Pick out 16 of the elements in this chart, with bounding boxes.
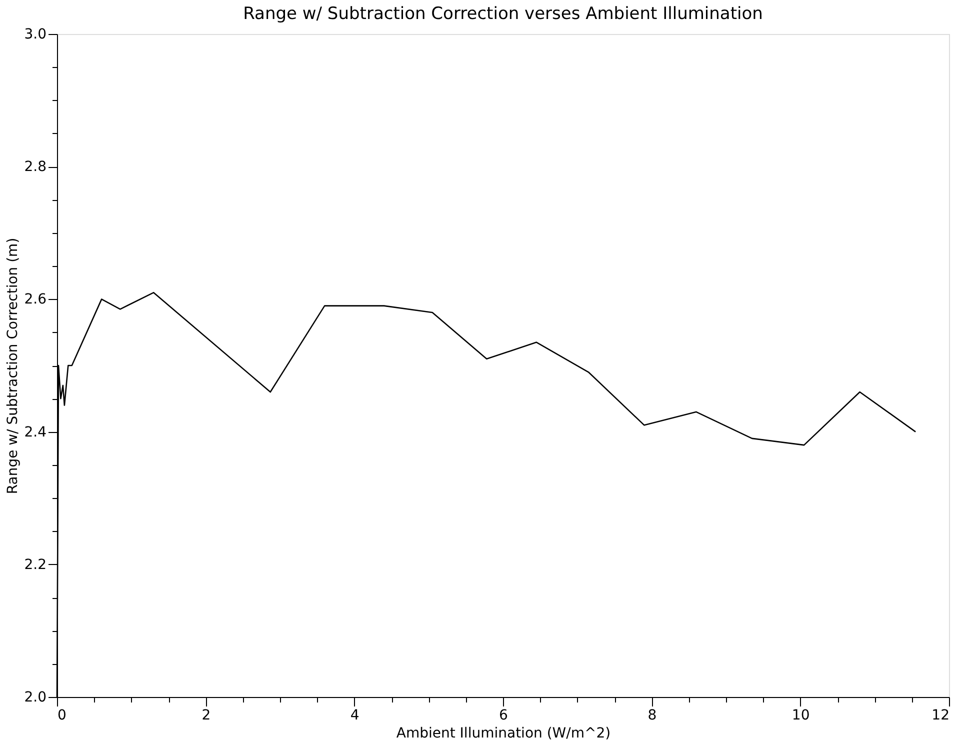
- x-tick-label: 12: [932, 708, 950, 724]
- y-axis-title: Range w/ Subtraction Correction (m): [5, 238, 22, 494]
- y-tick-label: 2.4: [24, 424, 47, 440]
- x-tick-label: 2: [202, 708, 211, 724]
- x-tick-label: 10: [792, 708, 810, 724]
- x-tick-label: 4: [350, 708, 360, 724]
- y-tick-label: 2.2: [24, 556, 46, 573]
- x-tick-label: 6: [499, 708, 508, 724]
- x-tick-label: 8: [648, 708, 657, 724]
- x-tick-label: 0: [58, 708, 66, 724]
- y-tick-label: 2.6: [24, 292, 47, 308]
- y-tick-label: 2.0: [24, 690, 46, 706]
- x-axis-title: Ambient Illumination (W/m^2): [396, 726, 611, 742]
- y-tick-label: 3.0: [24, 26, 46, 42]
- y-tick-label: 2.8: [24, 159, 46, 176]
- chart-title: Range w/ Subtraction Correction verses Ambient Illumination: [243, 4, 763, 24]
